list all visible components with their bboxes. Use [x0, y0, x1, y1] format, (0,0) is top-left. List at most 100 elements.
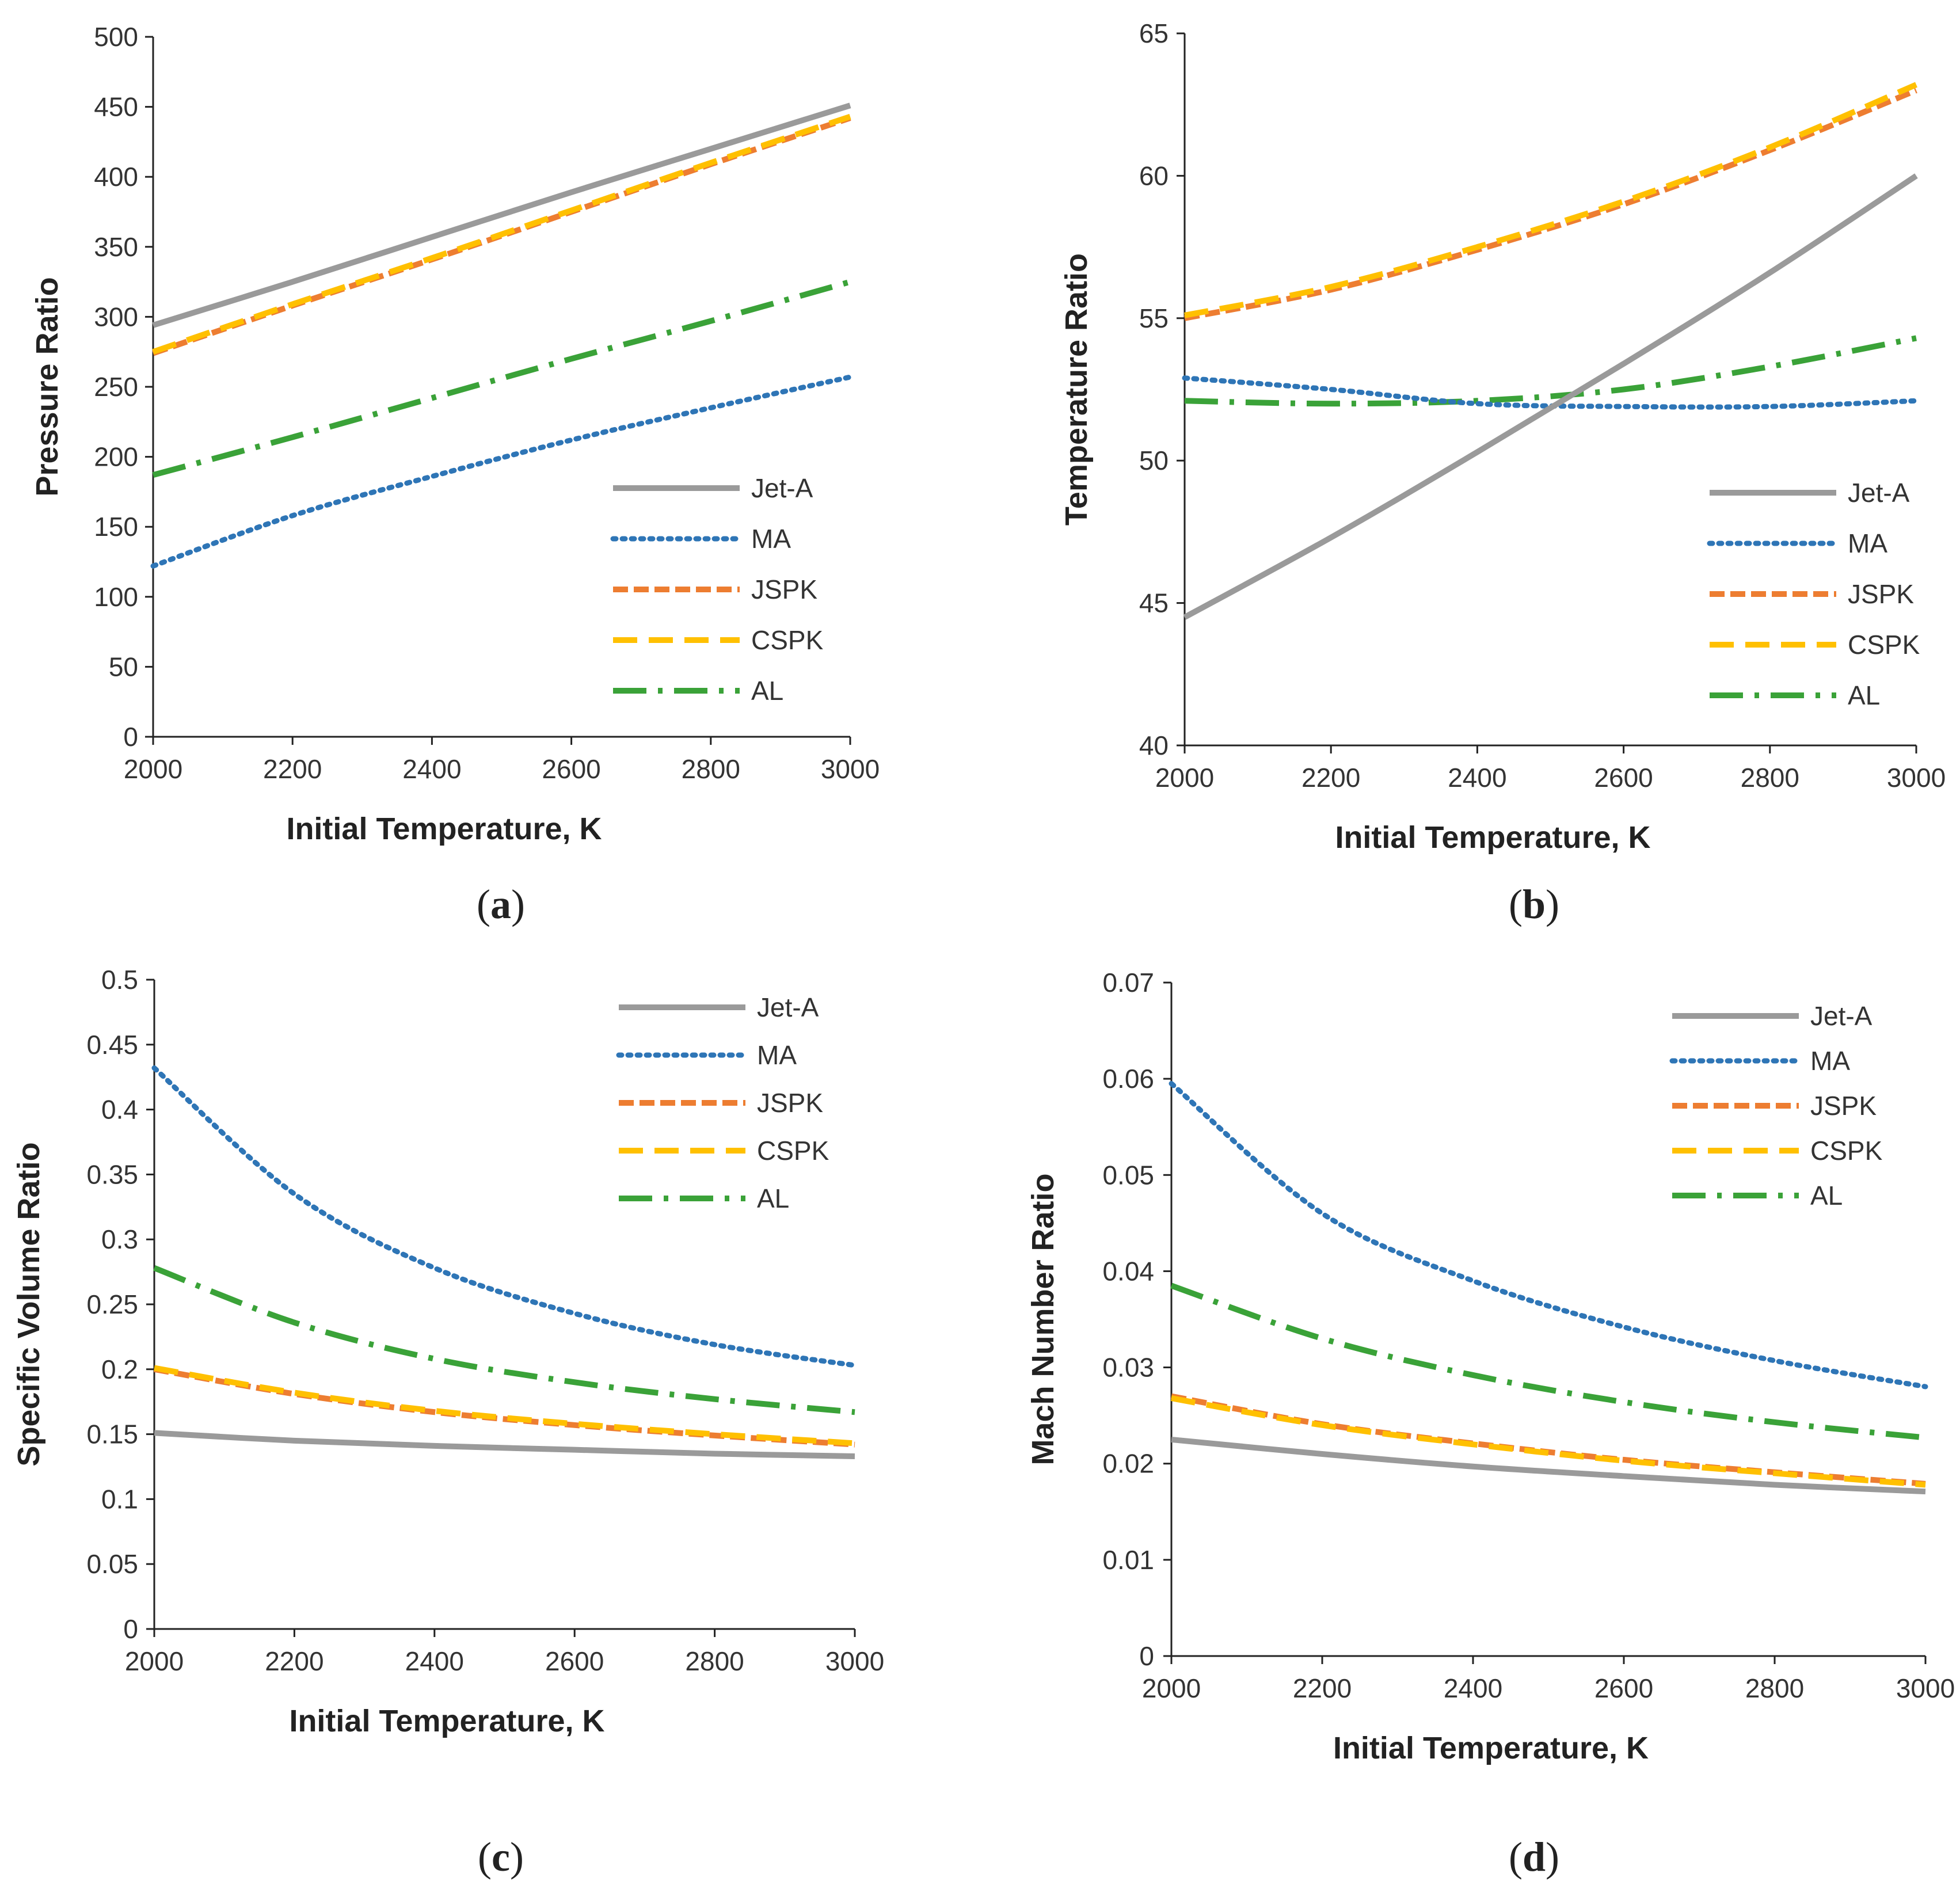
legend-label: JSPK — [1848, 579, 1914, 609]
x-axis-title: Initial Temperature, K — [289, 1704, 604, 1738]
y-tick-label: 200 — [94, 442, 138, 472]
legend-label: Jet-A — [757, 992, 819, 1022]
y-axis-title: Mach Number Ratio — [1026, 1173, 1060, 1465]
y-tick-label: 400 — [94, 162, 138, 192]
legend-label: Jet-A — [1810, 1001, 1873, 1031]
y-tick-label: 0 — [123, 1614, 138, 1644]
y-tick-label: 65 — [1139, 18, 1169, 48]
series-line-cspk — [154, 1365, 855, 1447]
panel-label-close: ) — [1546, 881, 1559, 927]
x-tick-label: 2800 — [682, 754, 740, 784]
y-tick-label: 45 — [1139, 588, 1169, 618]
panel-label-letter: c — [492, 1834, 510, 1880]
panel-label: (b) — [1509, 881, 1559, 927]
chart-panel-b: 40 45 50 55 60 65 2000 2200 2400 2600 2800 3000 Init… — [1059, 18, 1946, 927]
x-tick-label: 2400 — [402, 754, 461, 784]
chart-panel-a: 0 50 100 150 200 250 300 350 400 450 500 2000 2200 24… — [30, 22, 880, 927]
x-axis-title: Initial Temperature, K — [286, 812, 602, 846]
legend-label: JSPK — [751, 574, 817, 604]
x-tick-label: 2800 — [1745, 1673, 1804, 1703]
x-tick-label: 2200 — [1301, 763, 1360, 793]
x-tick-label: 2600 — [1594, 763, 1653, 793]
legend-label: AL — [757, 1183, 789, 1213]
y-tick-label: 0 — [1139, 1641, 1154, 1671]
y-tick-label: 0.03 — [1102, 1353, 1154, 1383]
y-tick-label: 450 — [94, 92, 138, 122]
series-line-jet-a — [154, 1430, 855, 1459]
legend-label: CSPK — [1848, 630, 1920, 660]
x-tick-label: 3000 — [1896, 1673, 1955, 1703]
y-tick-label: 50 — [109, 652, 138, 682]
legend-label: CSPK — [757, 1136, 829, 1166]
panel-label-open: ( — [478, 1834, 492, 1880]
series-line-ma — [151, 1065, 858, 1368]
legend-label: CSPK — [751, 625, 824, 655]
legend-label: MA — [751, 524, 791, 554]
legend-label: AL — [1848, 680, 1880, 710]
y-tick-label: 0.02 — [1102, 1449, 1154, 1479]
y-tick-label: 100 — [94, 582, 138, 612]
panel-label: (c) — [478, 1834, 524, 1880]
y-tick-label: 0.15 — [86, 1419, 138, 1449]
x-tick-label: 2000 — [1155, 763, 1214, 793]
series-line-cspk — [152, 113, 851, 355]
y-tick-label: 500 — [94, 22, 138, 52]
legend-label: MA — [1848, 528, 1887, 558]
x-tick-label: 2600 — [1594, 1673, 1653, 1703]
series-line-al — [152, 279, 851, 478]
y-tick-label: 0.07 — [1102, 968, 1154, 998]
series-line-cspk — [1171, 1395, 1926, 1488]
y-axis-title: Temperature Ratio — [1059, 253, 1094, 526]
series-line-jspk — [1184, 87, 1917, 321]
x-tick-label: 2400 — [405, 1646, 464, 1676]
y-tick-label: 50 — [1139, 446, 1169, 475]
y-axis-title: Specific Volume Ratio — [12, 1142, 46, 1466]
panel-label-open: ( — [1509, 1834, 1523, 1880]
x-tick-label: 2200 — [263, 754, 322, 784]
panel-label-letter: b — [1523, 881, 1546, 927]
y-tick-label: 0.25 — [86, 1289, 138, 1319]
x-tick-label: 2400 — [1448, 763, 1506, 793]
legend-label: MA — [757, 1040, 797, 1070]
legend-label: CSPK — [1810, 1136, 1883, 1166]
y-tick-label: 0.3 — [101, 1224, 138, 1254]
y-tick-label: 0.35 — [86, 1159, 138, 1189]
panel-label-letter: a — [490, 881, 511, 927]
legend-label: JSPK — [1810, 1091, 1877, 1121]
y-tick-label: 0.05 — [1102, 1160, 1154, 1190]
series-line-al — [1184, 335, 1917, 407]
y-tick-label: 40 — [1139, 730, 1169, 760]
legend-label: Jet-A — [1848, 478, 1910, 508]
panel-label: (d) — [1509, 1834, 1559, 1880]
chart-panel-c: 0 0.05 0.1 0.15 0.2 0.25 0.3 0.35 0.4 0.45 0.5 2000… — [12, 965, 884, 1880]
legend-label: AL — [751, 676, 783, 706]
panel-label-close: ) — [511, 881, 525, 927]
y-tick-label: 0.06 — [1102, 1064, 1154, 1094]
y-tick-label: 0.01 — [1102, 1545, 1154, 1575]
x-tick-label: 2400 — [1444, 1673, 1502, 1703]
series-line-jet-a — [1171, 1436, 1926, 1495]
series-line-jet-a — [1183, 173, 1918, 620]
series-line-jspk — [154, 1366, 855, 1448]
x-tick-label: 2000 — [124, 754, 182, 784]
x-axis-title: Initial Temperature, K — [1335, 820, 1650, 855]
y-tick-label: 0.2 — [101, 1354, 138, 1384]
x-tick-label: 2600 — [545, 1646, 604, 1676]
x-tick-label: 2200 — [265, 1646, 324, 1676]
series-line-al — [1170, 1282, 1926, 1441]
y-tick-label: 300 — [94, 302, 138, 332]
y-tick-label: 0 — [123, 722, 138, 752]
y-tick-label: 350 — [94, 232, 138, 262]
series-line-ma — [150, 374, 853, 569]
x-tick-label: 3000 — [1887, 763, 1946, 793]
panel-label-letter: d — [1523, 1834, 1546, 1880]
y-tick-label: 0.04 — [1102, 1256, 1154, 1286]
y-tick-label: 0.1 — [101, 1484, 138, 1514]
legend-label: JSPK — [757, 1088, 823, 1118]
panel-label: (a) — [477, 881, 525, 927]
series-line-cspk — [1184, 82, 1917, 318]
panel-label-close: ) — [510, 1834, 524, 1880]
y-tick-label: 250 — [94, 372, 138, 402]
y-tick-label: 0.05 — [86, 1549, 138, 1579]
